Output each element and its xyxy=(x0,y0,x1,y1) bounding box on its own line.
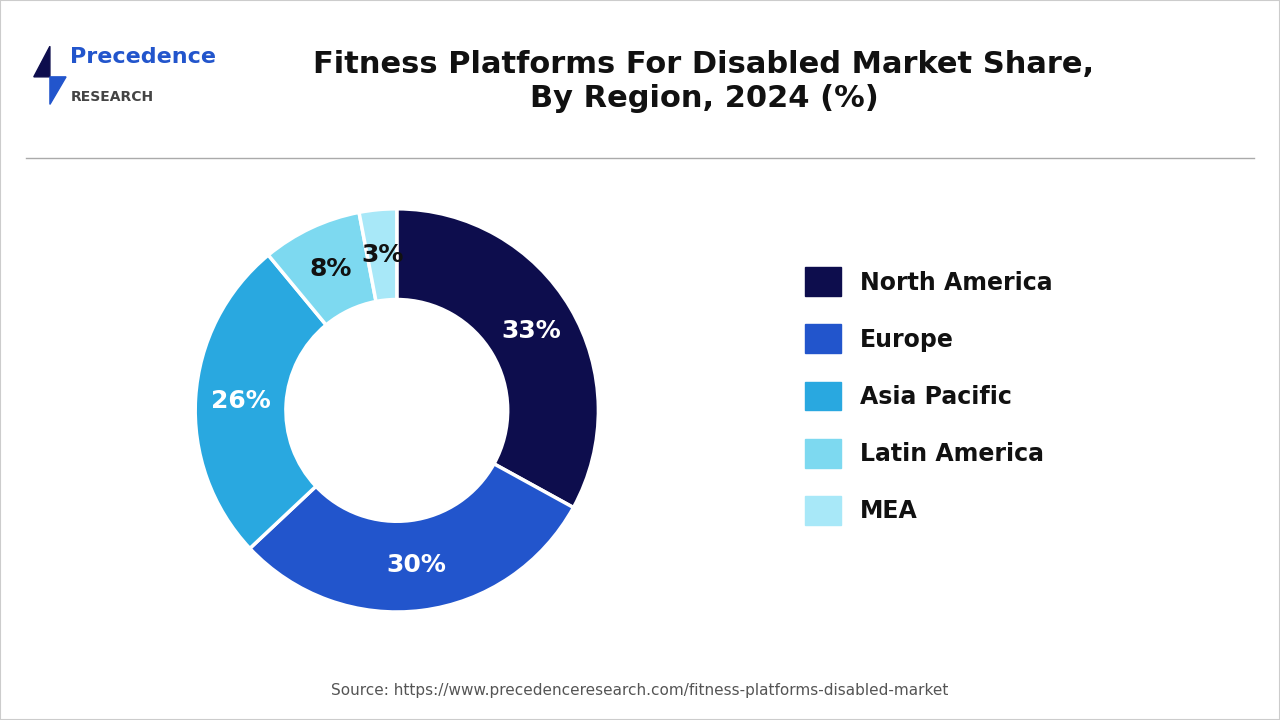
Wedge shape xyxy=(269,212,376,325)
Legend: North America, Europe, Asia Pacific, Latin America, MEA: North America, Europe, Asia Pacific, Lat… xyxy=(805,267,1052,525)
Text: Precedence: Precedence xyxy=(70,47,216,67)
Wedge shape xyxy=(397,209,598,508)
Text: Source: https://www.precedenceresearch.com/fitness-platforms-disabled-market: Source: https://www.precedenceresearch.c… xyxy=(332,683,948,698)
Wedge shape xyxy=(358,209,397,302)
Text: 26%: 26% xyxy=(211,389,271,413)
Text: Fitness Platforms For Disabled Market Share,
By Region, 2024 (%): Fitness Platforms For Disabled Market Sh… xyxy=(314,50,1094,113)
Polygon shape xyxy=(33,46,50,77)
Polygon shape xyxy=(50,77,67,104)
Text: RESEARCH: RESEARCH xyxy=(70,90,154,104)
Text: 30%: 30% xyxy=(387,554,447,577)
Text: 8%: 8% xyxy=(308,257,352,281)
Text: 33%: 33% xyxy=(502,319,561,343)
Text: 3%: 3% xyxy=(361,243,403,267)
Wedge shape xyxy=(196,255,326,549)
Wedge shape xyxy=(250,464,573,612)
